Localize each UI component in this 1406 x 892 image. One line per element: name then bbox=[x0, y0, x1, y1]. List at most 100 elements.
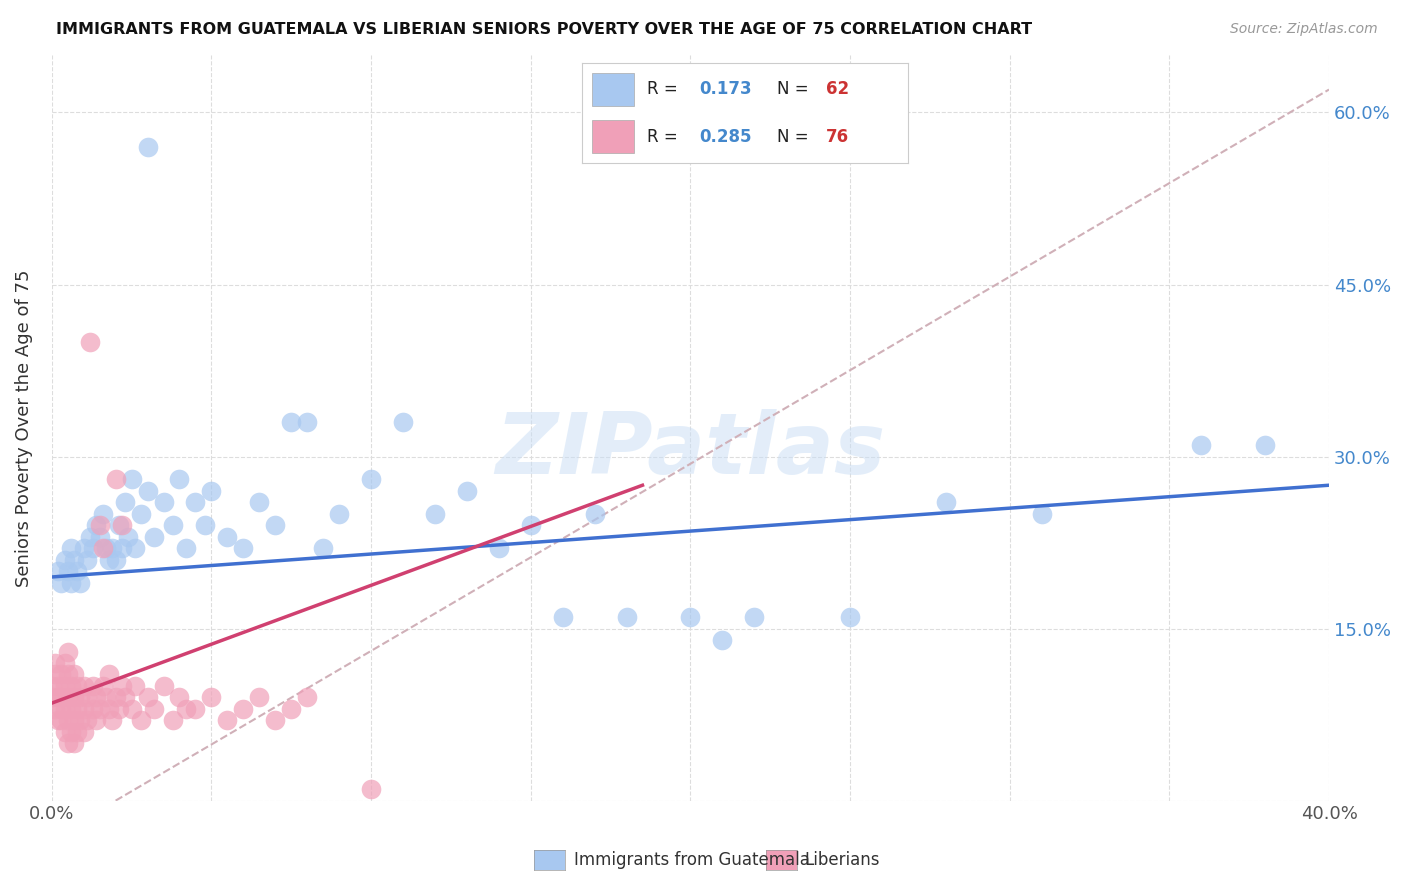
Point bbox=[59, 702, 82, 716]
Point bbox=[839, 610, 862, 624]
Point bbox=[82, 541, 104, 556]
Point bbox=[200, 483, 222, 498]
Point bbox=[44, 667, 66, 681]
Point bbox=[295, 690, 318, 705]
Point bbox=[51, 667, 73, 681]
Point bbox=[66, 724, 89, 739]
Point bbox=[82, 702, 104, 716]
Point bbox=[107, 518, 129, 533]
Point bbox=[53, 702, 76, 716]
Point bbox=[711, 633, 734, 648]
Point bbox=[79, 334, 101, 349]
Point bbox=[174, 702, 197, 716]
Point bbox=[360, 782, 382, 797]
Point bbox=[280, 415, 302, 429]
Point bbox=[59, 575, 82, 590]
Point bbox=[111, 518, 134, 533]
Point bbox=[89, 702, 111, 716]
Point bbox=[94, 690, 117, 705]
Point bbox=[46, 564, 69, 578]
Point bbox=[114, 495, 136, 509]
Point bbox=[232, 541, 254, 556]
Point bbox=[69, 575, 91, 590]
Point bbox=[41, 690, 63, 705]
Point bbox=[551, 610, 574, 624]
Point bbox=[73, 541, 96, 556]
Point bbox=[136, 690, 159, 705]
Point bbox=[66, 702, 89, 716]
Point bbox=[86, 714, 108, 728]
Point bbox=[111, 679, 134, 693]
Point bbox=[69, 690, 91, 705]
Point bbox=[114, 690, 136, 705]
Point bbox=[56, 564, 79, 578]
Point bbox=[44, 702, 66, 716]
Point bbox=[53, 724, 76, 739]
Point bbox=[104, 553, 127, 567]
Point bbox=[53, 656, 76, 670]
Point bbox=[488, 541, 510, 556]
Point bbox=[91, 507, 114, 521]
Point bbox=[142, 702, 165, 716]
Point bbox=[56, 714, 79, 728]
Point bbox=[63, 736, 86, 750]
Point bbox=[53, 679, 76, 693]
Point bbox=[104, 473, 127, 487]
Point bbox=[295, 415, 318, 429]
Point bbox=[264, 714, 287, 728]
Point bbox=[1189, 438, 1212, 452]
Point bbox=[174, 541, 197, 556]
Point bbox=[360, 473, 382, 487]
Point bbox=[51, 575, 73, 590]
Point bbox=[129, 714, 152, 728]
Point bbox=[194, 518, 217, 533]
Point bbox=[217, 530, 239, 544]
Point bbox=[56, 690, 79, 705]
Point bbox=[98, 667, 121, 681]
Point bbox=[98, 702, 121, 716]
Point bbox=[1031, 507, 1053, 521]
Text: ZIPatlas: ZIPatlas bbox=[495, 409, 886, 491]
Point bbox=[247, 495, 270, 509]
Point bbox=[56, 736, 79, 750]
Point bbox=[86, 690, 108, 705]
Point bbox=[107, 702, 129, 716]
Point bbox=[280, 702, 302, 716]
Point bbox=[217, 714, 239, 728]
Point bbox=[46, 679, 69, 693]
Point bbox=[46, 690, 69, 705]
Point bbox=[121, 473, 143, 487]
Point bbox=[66, 679, 89, 693]
Point bbox=[124, 541, 146, 556]
Point bbox=[51, 714, 73, 728]
Point bbox=[44, 656, 66, 670]
Text: IMMIGRANTS FROM GUATEMALA VS LIBERIAN SENIORS POVERTY OVER THE AGE OF 75 CORRELA: IMMIGRANTS FROM GUATEMALA VS LIBERIAN SE… bbox=[56, 22, 1032, 37]
Point bbox=[63, 690, 86, 705]
Point bbox=[91, 679, 114, 693]
Point bbox=[456, 483, 478, 498]
Y-axis label: Seniors Poverty Over the Age of 75: Seniors Poverty Over the Age of 75 bbox=[15, 269, 32, 587]
Point bbox=[101, 541, 124, 556]
Point bbox=[51, 690, 73, 705]
Point bbox=[232, 702, 254, 716]
Text: Liberians: Liberians bbox=[804, 851, 880, 869]
Point bbox=[129, 507, 152, 521]
Point bbox=[162, 518, 184, 533]
Point bbox=[169, 473, 191, 487]
Point bbox=[136, 483, 159, 498]
Point bbox=[152, 679, 174, 693]
Point bbox=[519, 518, 541, 533]
Point bbox=[56, 644, 79, 658]
Point bbox=[94, 541, 117, 556]
Point bbox=[76, 714, 98, 728]
Point bbox=[89, 530, 111, 544]
Point bbox=[46, 714, 69, 728]
Point bbox=[679, 610, 702, 624]
Point bbox=[162, 714, 184, 728]
Point bbox=[73, 724, 96, 739]
Point bbox=[51, 702, 73, 716]
Point bbox=[111, 541, 134, 556]
Point bbox=[247, 690, 270, 705]
Point bbox=[104, 690, 127, 705]
Point bbox=[63, 553, 86, 567]
